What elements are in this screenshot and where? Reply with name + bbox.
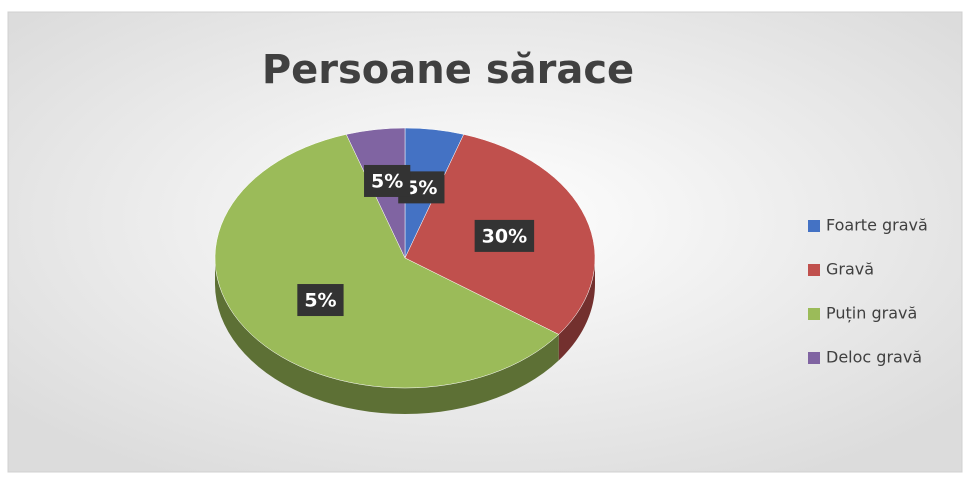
legend-label: Foarte gravă	[826, 216, 928, 235]
data-label-box	[364, 164, 411, 197]
data-label-box	[474, 219, 535, 252]
legend-label: Deloc gravă	[826, 348, 922, 367]
data-label-text: 5%	[304, 290, 336, 312]
legend-label: Puțin gravă	[826, 304, 917, 323]
slice-side	[558, 258, 595, 361]
data-label: 30%	[474, 219, 535, 252]
data-label-text: 30%	[482, 225, 527, 247]
slice-side	[215, 258, 559, 414]
data-label: 5%	[364, 164, 411, 197]
data-label-text: 5%	[371, 170, 403, 192]
chart-title: Persoane sărace	[262, 47, 634, 93]
data-label: 5%	[297, 284, 344, 317]
legend-swatch	[808, 352, 820, 364]
legend-swatch	[808, 220, 820, 232]
legend-label: Gravă	[826, 260, 874, 279]
legend-swatch	[808, 308, 820, 320]
data-label-box	[297, 284, 344, 317]
slice	[214, 134, 560, 389]
legend-swatch	[808, 264, 820, 276]
data-label-text: 5%	[405, 177, 437, 199]
